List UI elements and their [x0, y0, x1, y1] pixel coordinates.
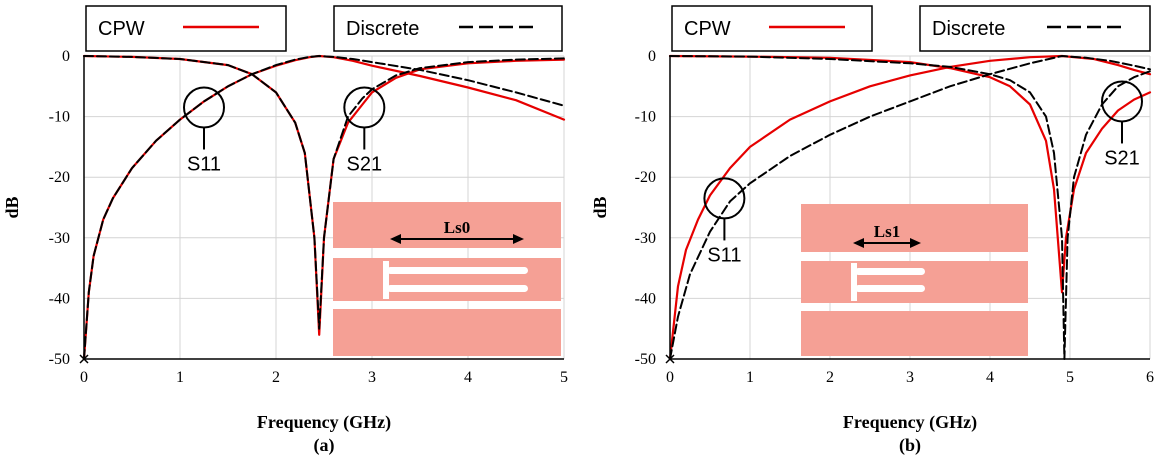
- chart-panel-b: Ls1 S11 S21 0 1 2 3 4 5 6 0 -10 -20 -30 -40 -50 dB Freque…: [590, 5, 1154, 456]
- x-tick-label: 6: [1146, 369, 1154, 386]
- legend-label: Discrete: [932, 18, 1005, 40]
- inset-label: Ls0: [444, 218, 470, 237]
- y-tick-label: -50: [635, 351, 656, 368]
- x-tick-label: 2: [272, 369, 280, 386]
- series-line-cpw-s21: [668, 54, 1152, 294]
- y-tick-label: -30: [635, 230, 656, 247]
- inset-schematic: Ls0: [333, 202, 561, 356]
- x-tick-label: 0: [80, 369, 88, 386]
- y-tick-label: -10: [49, 109, 70, 126]
- y-tick-label: -40: [49, 290, 70, 307]
- inset-label: Ls1: [874, 222, 900, 241]
- annotation-circle: [703, 177, 746, 220]
- panel-caption: (b): [899, 435, 921, 456]
- legend-label: CPW: [684, 18, 731, 40]
- x-axis-label: Frequency (GHz): [257, 412, 391, 433]
- inset-slot: [855, 285, 925, 292]
- y-tick-label: -40: [635, 290, 656, 307]
- origin-marker: [665, 354, 675, 364]
- x-tick-label: 4: [986, 369, 994, 386]
- y-tick-label: 0: [648, 48, 656, 65]
- inset-bottom-ground: [333, 309, 561, 356]
- inset-arrowhead: [390, 234, 401, 244]
- x-tick-label: 5: [560, 369, 568, 386]
- y-tick-label: -20: [635, 169, 656, 186]
- inset-top-ground: [333, 202, 561, 248]
- y-tick-label: -30: [49, 230, 70, 247]
- x-tick-label: 3: [906, 369, 914, 386]
- y-tick-label: -10: [635, 109, 656, 126]
- origin-marker: [79, 354, 89, 364]
- inset-slot: [851, 263, 857, 301]
- annotation-label: S21: [347, 154, 383, 176]
- annotation-label: S11: [707, 244, 741, 266]
- chart-panel-a: Ls0 S11 S21 0 1 2 3 4 5 0 -10 -20 -30 -40 -50 dB Frequen…: [2, 5, 568, 456]
- inset-slot: [855, 268, 925, 275]
- panel-caption: (a): [314, 435, 335, 456]
- inset-center-strip: [333, 258, 561, 301]
- y-axis-label: dB: [2, 196, 22, 218]
- inset-slot: [383, 261, 389, 299]
- inset-slot: [387, 285, 528, 292]
- legend-box-discrete: Discrete: [333, 5, 563, 52]
- x-tick-label: 1: [746, 369, 754, 386]
- annotation-circle: [1101, 80, 1143, 123]
- y-tick-label: -50: [49, 351, 70, 368]
- legend-frame: [671, 5, 873, 52]
- annotation-label: S21: [1104, 147, 1140, 169]
- x-axis-label: Frequency (GHz): [843, 412, 977, 433]
- series-line-discrete-s11: [83, 55, 565, 360]
- x-tick-label: 3: [368, 369, 376, 386]
- y-tick-label: 0: [62, 48, 70, 65]
- annotation-label: S11: [187, 154, 221, 176]
- series-line-discrete-s21: [83, 55, 565, 330]
- annotation-circle: [343, 86, 386, 129]
- legend-frame: [333, 5, 563, 52]
- x-tick-label: 4: [464, 369, 472, 386]
- inset-slot: [387, 267, 528, 274]
- legend-frame: [85, 5, 287, 52]
- y-axis-label: dB: [590, 196, 610, 218]
- x-tick-label: 0: [666, 369, 674, 386]
- series-line-discrete-s11: [669, 55, 1151, 360]
- x-tick-label: 5: [1066, 369, 1074, 386]
- legend-box-cpw: CPW: [85, 5, 287, 52]
- legend-box-cpw: CPW: [671, 5, 873, 52]
- inset-center-strip: [801, 261, 1028, 303]
- legend-label: CPW: [98, 18, 145, 40]
- inset-arrowhead: [853, 238, 864, 248]
- inset-schematic: Ls1: [801, 204, 1028, 356]
- legend-frame: [919, 5, 1151, 52]
- y-tick-label: -20: [49, 169, 70, 186]
- inset-bottom-ground: [801, 311, 1028, 356]
- inset-arrowhead: [513, 234, 524, 244]
- x-tick-label: 1: [176, 369, 184, 386]
- x-tick-label: 2: [826, 369, 834, 386]
- inset-arrowhead: [910, 238, 921, 248]
- legend-label: Discrete: [346, 18, 419, 40]
- legend-box-discrete: Discrete: [919, 5, 1151, 52]
- annotation-circle: [183, 86, 225, 129]
